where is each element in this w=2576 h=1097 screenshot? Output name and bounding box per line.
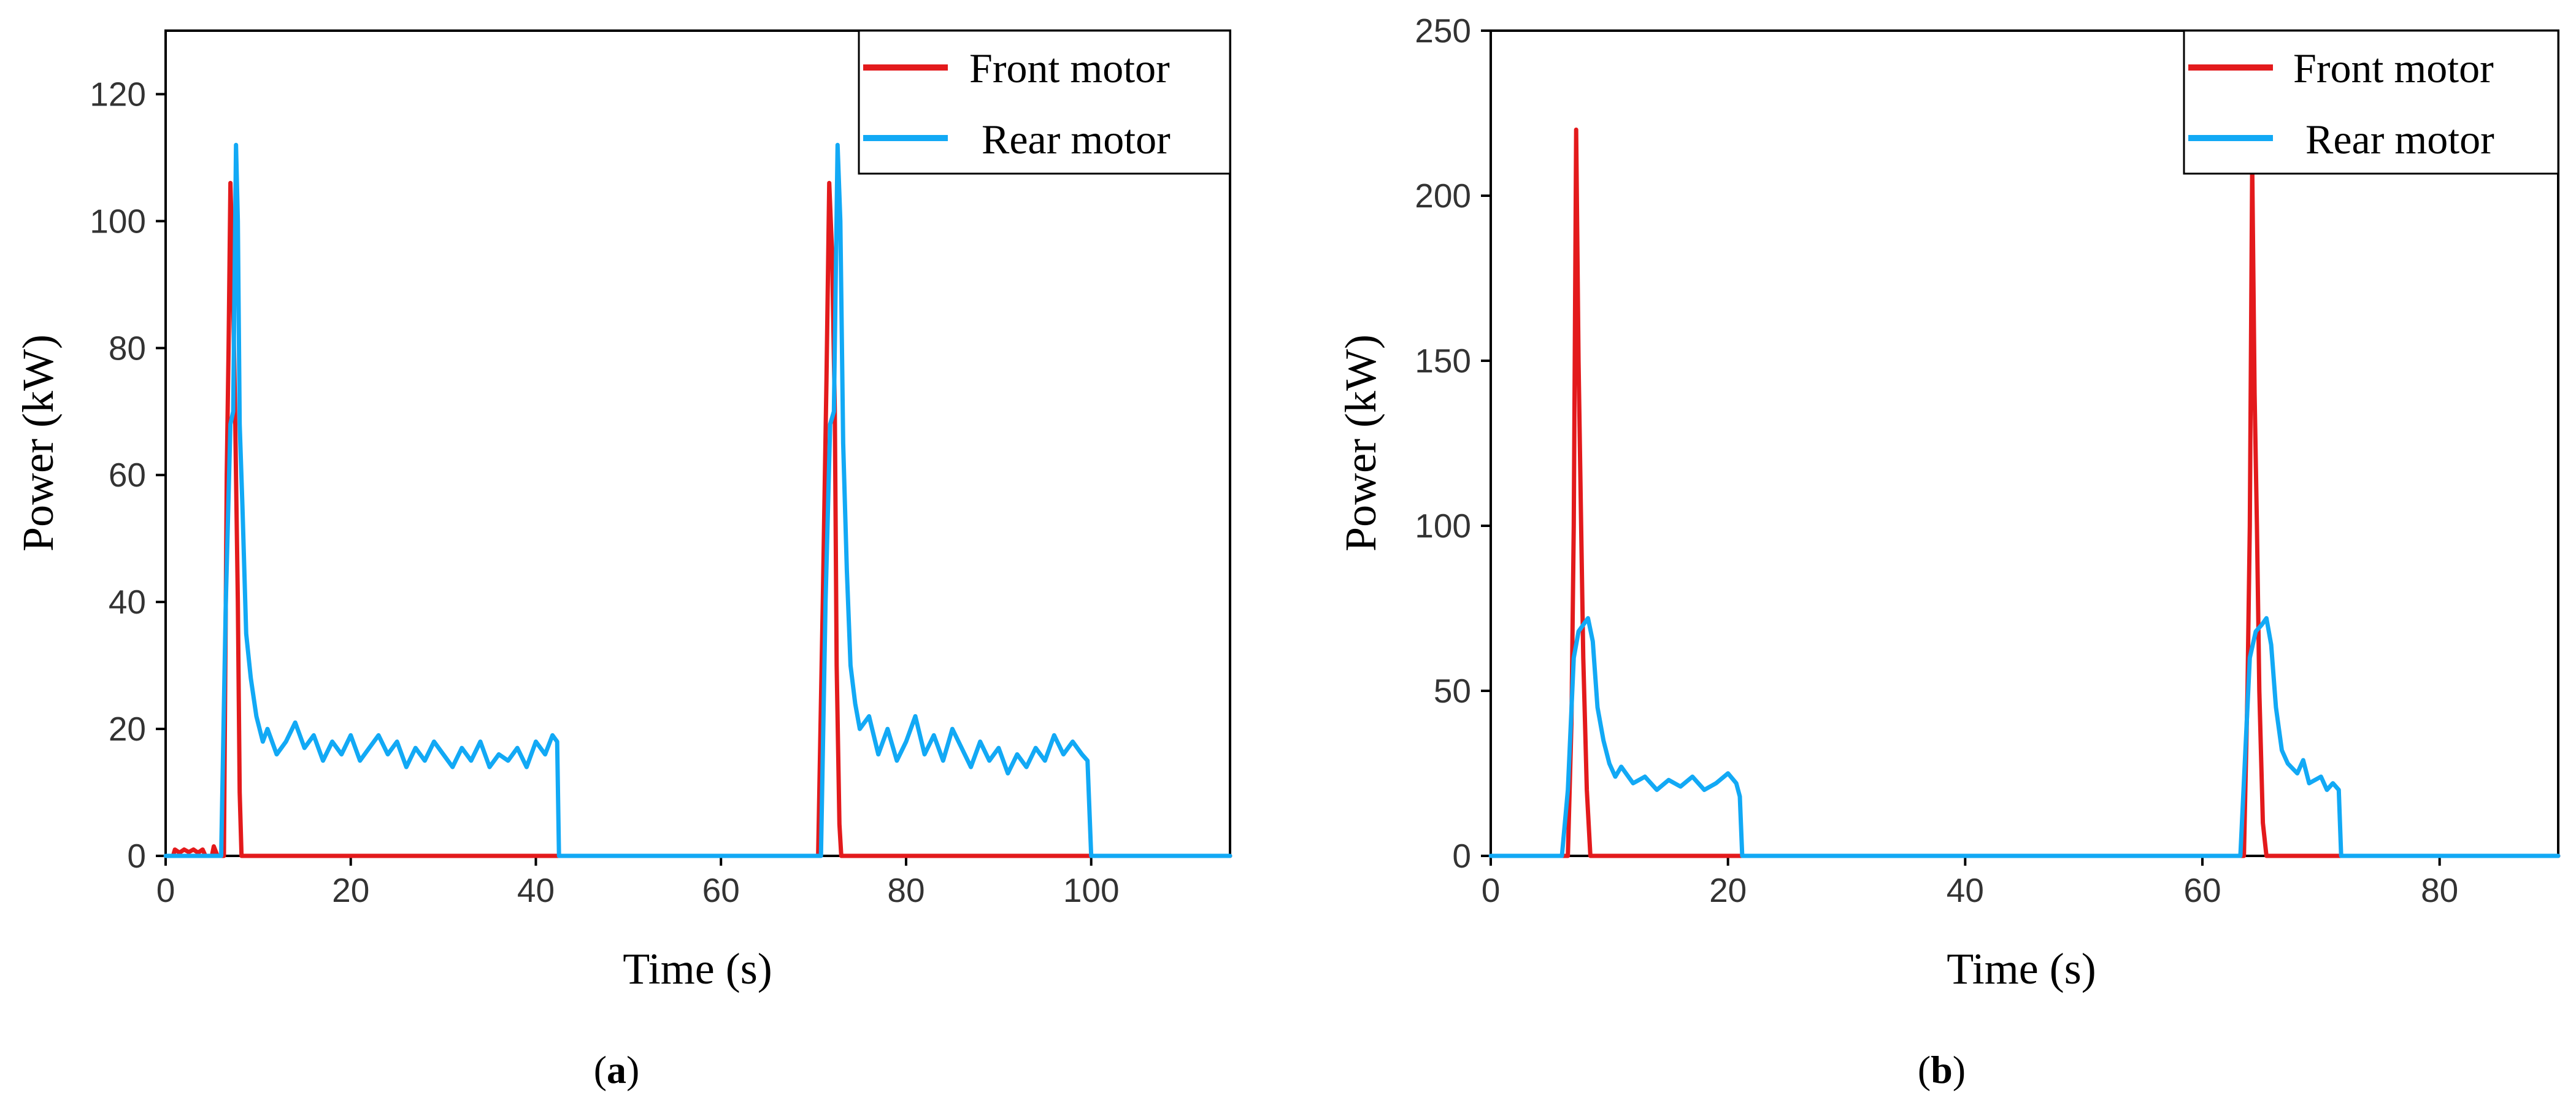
chart-panel-b: 0 50 100 150 200 250 0 20 40 60 80 Time (s) Power… <box>1336 12 2561 1091</box>
y-axis-title-b: Power (kW) <box>1336 334 1385 552</box>
series-group-a <box>163 142 1232 858</box>
x-tick-label-b: 40 <box>1947 871 1984 909</box>
x-axis-title-b: Time (s) <box>1947 944 2096 993</box>
chart-panel-a: 0 20 40 60 80 100 120 0 20 40 60 80 100 Time (s) Po… <box>13 29 1232 1091</box>
y-tick-label-a: 60 <box>109 456 146 494</box>
x-tick-label-a: 0 <box>156 871 175 909</box>
panel-label-b: (b) <box>1918 1048 1966 1091</box>
y-tick-label-a: 0 <box>127 837 146 875</box>
y-tick-label-b: 100 <box>1415 507 1471 545</box>
x-tick-label-a: 80 <box>887 871 925 909</box>
panel-letter-a: a <box>607 1048 626 1091</box>
y-tick-label-a: 120 <box>90 75 146 113</box>
y-tick-label-b: 250 <box>1415 12 1471 50</box>
legend-label-front-b: Front motor <box>2293 45 2494 91</box>
panel-label-a: (a) <box>594 1048 640 1091</box>
y-axis-title-a: Power (kW) <box>13 334 63 552</box>
x-tick-label-a: 20 <box>332 871 369 909</box>
x-tick-label-b: 0 <box>1482 871 1501 909</box>
legend-box-b <box>2183 29 2559 175</box>
x-ticks-b: 0 20 40 60 80 <box>1482 856 2458 909</box>
panel-letter-b: b <box>1931 1048 1953 1091</box>
front-motor-line-a <box>163 180 1232 858</box>
rear-motor-line-b <box>1488 616 2561 858</box>
x-tick-label-a: 100 <box>1063 871 1120 909</box>
front-motor-line-b <box>1488 127 2561 858</box>
y-tick-label-a: 100 <box>90 202 146 240</box>
y-tick-label-b: 150 <box>1415 342 1471 380</box>
legend-b: Front motor Rear motor <box>2183 29 2559 175</box>
y-tick-label-a: 80 <box>109 329 146 367</box>
x-tick-label-b: 20 <box>1709 871 1747 909</box>
x-tick-label-a: 60 <box>702 871 740 909</box>
rear-motor-line-a <box>163 142 1232 858</box>
x-tick-label-a: 40 <box>517 871 555 909</box>
legend-label-rear-a: Rear motor <box>982 116 1171 163</box>
series-group-b <box>1488 127 2561 858</box>
y-ticks-a: 0 20 40 60 80 100 120 <box>90 75 166 875</box>
x-axis-title-a: Time (s) <box>623 944 772 993</box>
legend-label-rear-b: Rear motor <box>2305 116 2494 163</box>
x-ticks-a: 0 20 40 60 80 100 <box>156 856 1120 909</box>
y-tick-label-a: 20 <box>109 710 146 748</box>
y-tick-label-a: 40 <box>109 583 146 621</box>
legend-box-a <box>858 29 1231 175</box>
x-tick-label-b: 60 <box>2183 871 2221 909</box>
x-tick-label-b: 80 <box>2421 871 2458 909</box>
legend-label-front-a: Front motor <box>969 45 1170 91</box>
y-tick-label-b: 0 <box>1452 837 1471 875</box>
y-tick-label-b: 50 <box>1434 672 1471 710</box>
legend-a: Front motor Rear motor <box>858 29 1231 175</box>
y-ticks-b: 0 50 100 150 200 250 <box>1415 12 1491 875</box>
y-tick-label-b: 200 <box>1415 177 1471 215</box>
